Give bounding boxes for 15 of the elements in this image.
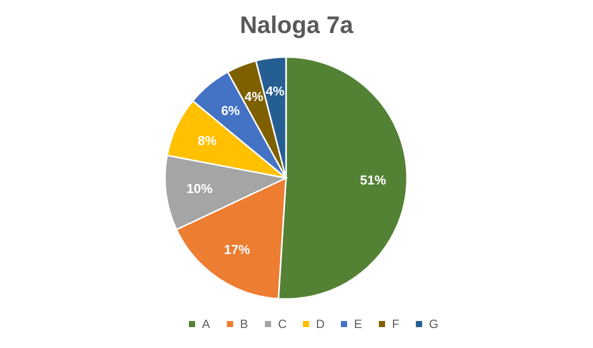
legend-label: F <box>392 317 400 332</box>
data-label: 8% <box>198 132 218 148</box>
data-label: 6% <box>221 102 240 118</box>
data-label: 17% <box>224 242 250 258</box>
legend-label: D <box>316 317 325 332</box>
legend-label: C <box>278 317 287 332</box>
legend-label: G <box>429 317 438 332</box>
legend-label: B <box>240 317 248 332</box>
data-label: 51% <box>360 172 387 188</box>
chart-title: Naloga 7a <box>240 12 354 39</box>
data-label: 4% <box>244 89 264 104</box>
legend-label: A <box>202 317 210 332</box>
legend-label: E <box>354 317 362 332</box>
data-label: 4% <box>266 84 285 99</box>
data-label: 10% <box>186 180 214 196</box>
